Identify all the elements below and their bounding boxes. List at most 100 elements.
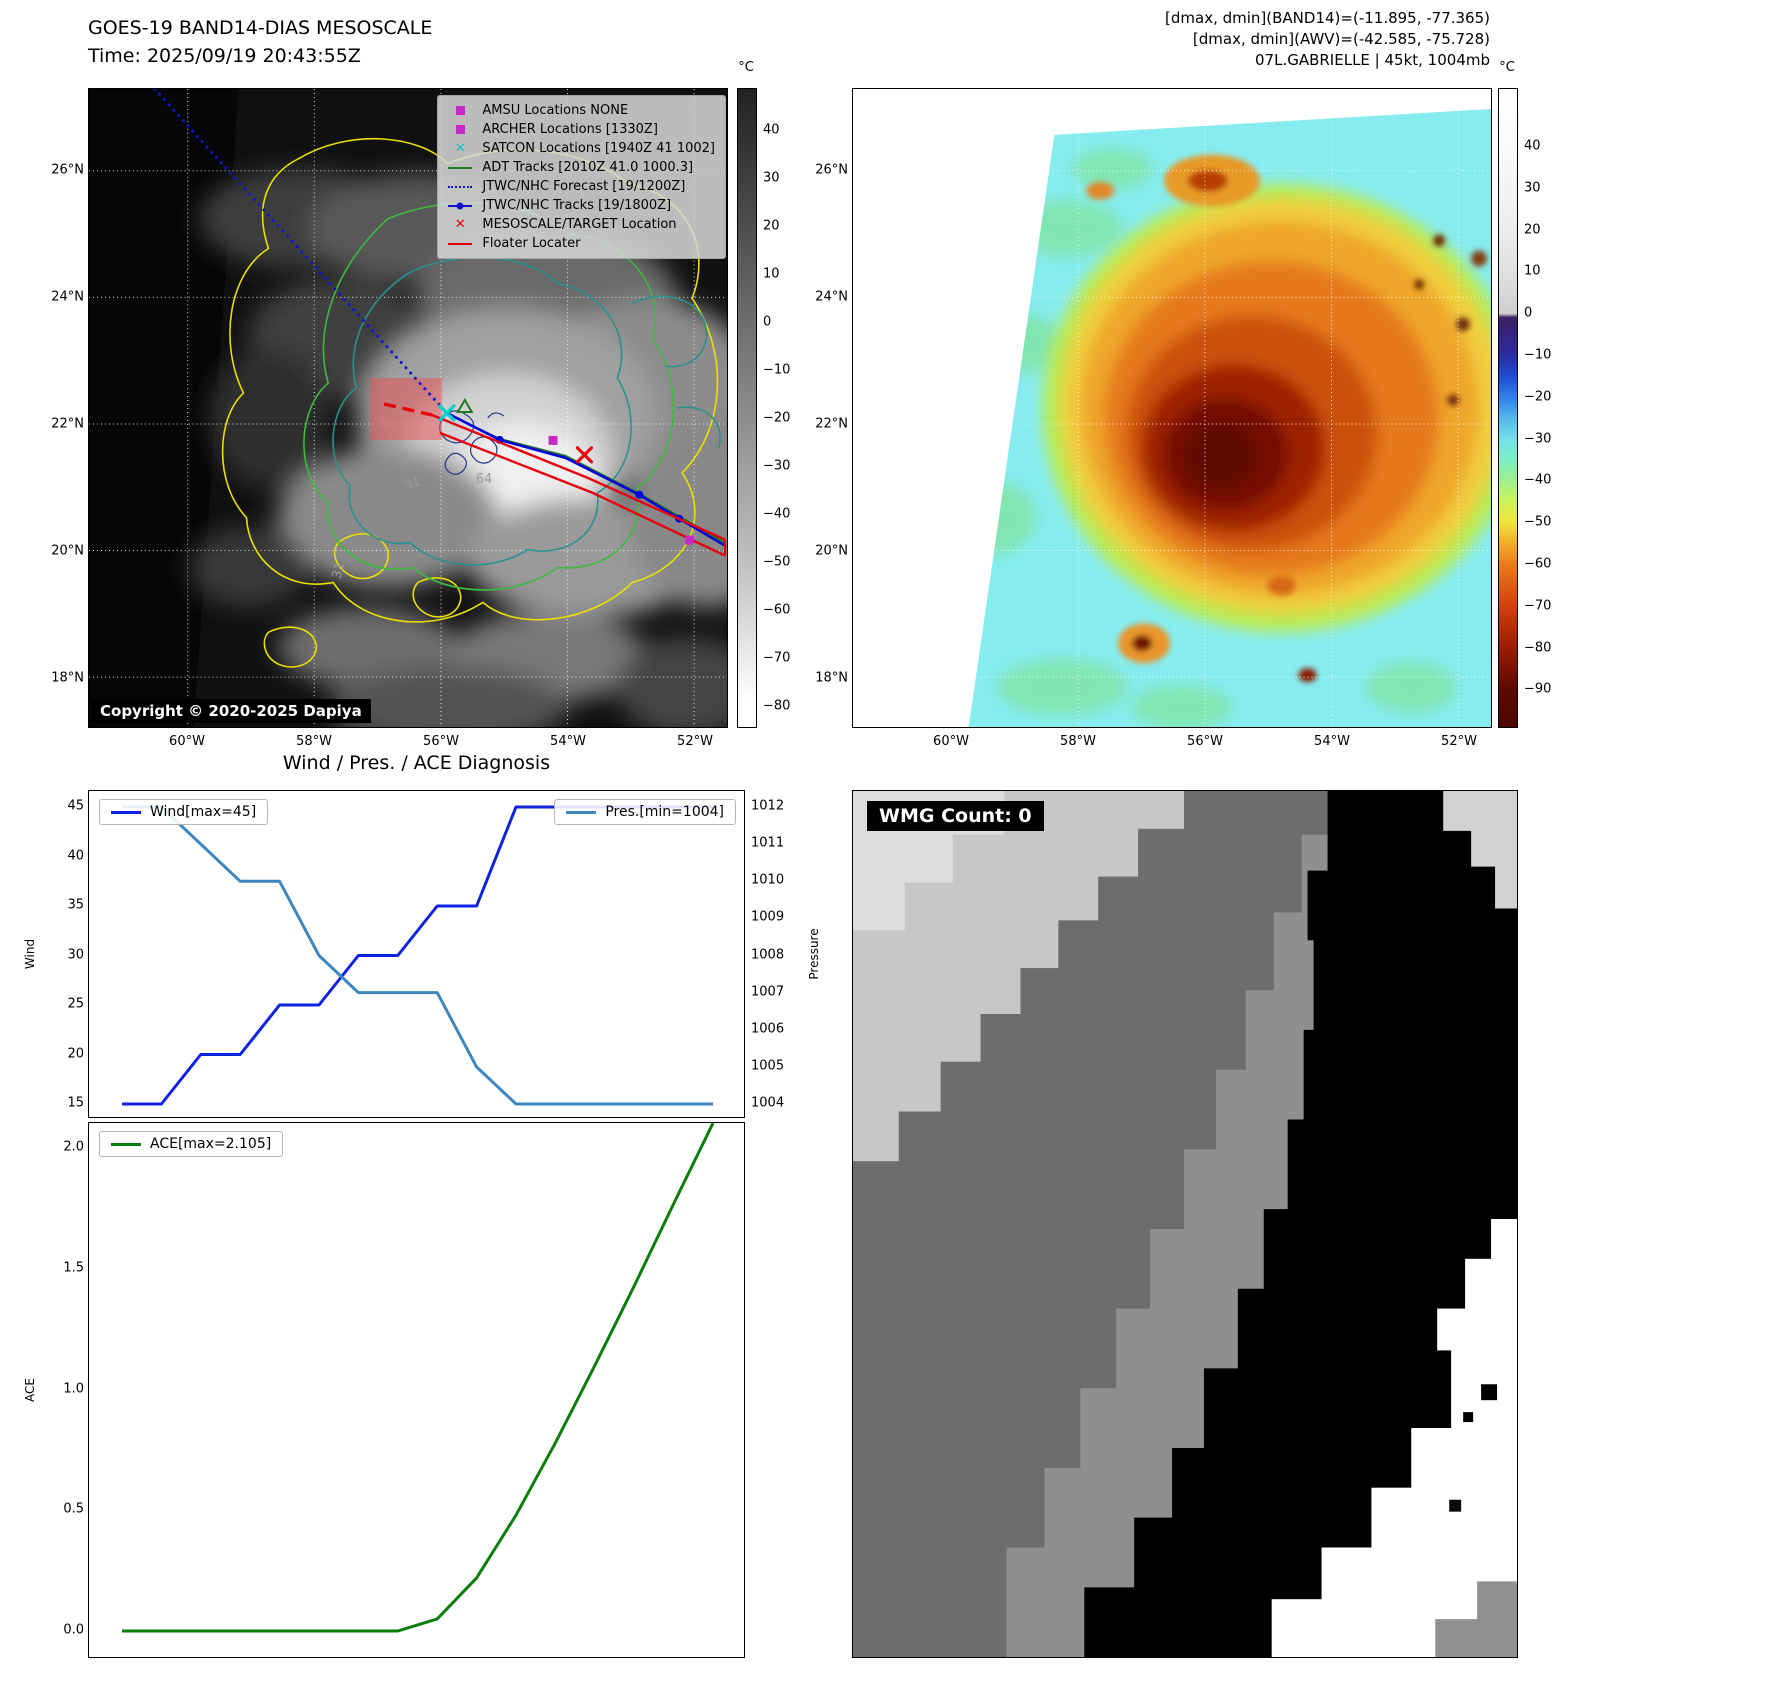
tick-label: 60°W: [933, 734, 969, 749]
tick-label: 10: [1524, 263, 1541, 279]
tick-label: −90: [1524, 681, 1552, 697]
wmg-count-label: WMG Count: 0: [867, 801, 1044, 831]
legend-item: JTWC/NHC Tracks [19/1800Z]: [446, 197, 715, 214]
awv-lat-axis: 26°N 24°N 22°N 20°N 18°N: [804, 88, 848, 728]
tick-label: −10: [763, 362, 791, 378]
awv-colorbar-unit: °C: [1499, 60, 1515, 75]
tick-label: −60: [763, 602, 791, 618]
tick-label: 1011: [751, 835, 785, 851]
dmax-dmin-awv: [dmax, dmin](AWV)=(-42.585, -75.728): [1192, 30, 1490, 48]
tick-label: −50: [763, 554, 791, 570]
tick-label: 0.0: [63, 1622, 84, 1638]
tick-label: 58°W: [296, 734, 332, 749]
square-marker-icon: [446, 106, 474, 115]
tick-label: 30: [763, 170, 780, 186]
archer-marker: [548, 435, 558, 445]
ace-chart: ACE[max=2.105]: [88, 1122, 745, 1658]
ace-axis-label: ACE: [23, 1378, 37, 1402]
legend-item-label: JTWC/NHC Forecast [19/1200Z]: [482, 179, 686, 194]
tick-label: −30: [1524, 431, 1552, 447]
tick-label: 30: [1524, 180, 1541, 196]
tick-label: 40: [763, 122, 780, 138]
tick-label: −50: [1524, 514, 1552, 530]
ace-legend: ACE[max=2.105]: [99, 1131, 284, 1157]
legend-item-label: JTWC/NHC Tracks [19/1800Z]: [482, 198, 672, 213]
copyright-label: Copyright © 2020-2025 Dapiya: [91, 699, 371, 723]
square-marker-icon: [446, 125, 474, 134]
tick-label: 40: [67, 848, 84, 863]
tick-label: 20°N: [815, 543, 848, 559]
diagnosis-title: Wind / Pres. / ACE Diagnosis: [282, 752, 551, 774]
pressure-axis-label: Pressure: [807, 928, 821, 980]
wind-legend-label: Wind[max=45]: [150, 804, 257, 820]
contour-label: 64: [476, 472, 492, 487]
tick-label: 1004: [751, 1095, 785, 1111]
tick-label: −10: [1524, 347, 1552, 363]
tick-label: −80: [1524, 640, 1552, 656]
storm-id-label: 07L.GABRIELLE | 45kt, 1004mb: [1255, 51, 1490, 69]
latlon-gridlines: [853, 89, 1491, 727]
tick-label: 56°W: [423, 734, 459, 749]
band14-colorbar-ticks: 40 30 20 10 0 −10 −20 −30 −40 −50 −60 −70 −80: [737, 88, 801, 728]
x-marker-icon: ✕: [454, 217, 466, 232]
pres-legend: Pres.[min=1004]: [554, 799, 736, 825]
contour-label: 31: [330, 561, 349, 581]
tick-label: −40: [1524, 472, 1552, 488]
tick-label: 40: [1524, 138, 1541, 154]
tick-label: −80: [763, 698, 791, 714]
tick-label: 1006: [751, 1021, 785, 1037]
tick-label: 56°W: [1187, 734, 1223, 749]
pres-legend-label: Pres.[min=1004]: [605, 804, 724, 820]
tick-label: 1005: [751, 1058, 785, 1074]
series-line: [122, 805, 713, 1106]
band14-title: GOES-19 BAND14-DIAS MESOSCALE: [88, 17, 433, 39]
pressure-axis-ticks: 1012 1011 1010 1009 1008 1007 1006 1005 1004: [751, 790, 795, 1118]
tick-label: −20: [1524, 389, 1552, 405]
awv-lon-axis: 60°W 58°W 56°W 54°W 52°W: [852, 731, 1492, 751]
band14-map-legend: AMSU Locations NONE ARCHER Locations [133…: [437, 95, 726, 259]
band14-colorbar: [737, 88, 757, 728]
tick-label: 22°N: [815, 416, 848, 432]
deep-convection-blob: [1042, 183, 1491, 633]
wmg-classification-scene: [853, 791, 1517, 1657]
tick-label: 15: [67, 1095, 84, 1111]
tick-label: 30: [67, 947, 84, 962]
archer-marker: [685, 535, 695, 545]
tick-label: 52°W: [1441, 734, 1477, 749]
wmg-panel: WMG Count: 0: [852, 790, 1518, 1658]
tick-label: 1007: [751, 984, 785, 1000]
legend-item-label: MESOSCALE/TARGET Location: [482, 217, 677, 232]
awv-satellite-scene: [853, 89, 1491, 727]
wind-pressure-plot: [122, 805, 713, 1106]
tick-label: 54°W: [550, 734, 586, 749]
tick-label: −60: [1524, 556, 1552, 572]
tick-label: 18°N: [815, 670, 848, 686]
legend-item-label: AMSU Locations NONE: [482, 103, 629, 118]
band14-map: 64 31 31 AMSU Locations NONE ARCHER Locat…: [88, 88, 728, 728]
tick-label: 20: [1524, 222, 1541, 238]
ace-line-sample: [111, 1142, 141, 1146]
tick-label: 54°W: [1314, 734, 1350, 749]
tick-label: 35: [67, 897, 84, 913]
tick-label: 60°W: [169, 734, 205, 749]
tick-label: 24°N: [51, 289, 84, 305]
tick-label: −40: [763, 506, 791, 522]
legend-item: ✕ SATCON Locations [1940Z 41 1002]: [446, 140, 715, 157]
tick-label: 0: [1524, 305, 1533, 321]
tick-label: 1012: [751, 798, 785, 814]
awv-colorbar: [1498, 88, 1518, 728]
tick-label: 52°W: [677, 734, 713, 749]
tick-label: 20: [763, 218, 780, 234]
ace-plot: [122, 1123, 715, 1633]
band14-lat-axis: 26°N 24°N 22°N 20°N 18°N: [40, 88, 84, 728]
tick-label: 1.5: [63, 1260, 84, 1276]
tick-label: 1.0: [63, 1381, 84, 1397]
location-markers: [438, 404, 594, 464]
adt-position-marker: [456, 398, 474, 413]
contour-label: 31: [403, 474, 423, 493]
legend-item: JTWC/NHC Forecast [19/1200Z]: [446, 178, 715, 195]
awv-colorbar-ticks: 40 30 20 10 0 −10 −20 −30 −40 −50 −60 −70 −80 −90: [1498, 88, 1562, 728]
pres-line-sample: [566, 810, 597, 814]
tick-label: 1010: [751, 872, 785, 888]
tick-label: 45: [67, 798, 84, 814]
